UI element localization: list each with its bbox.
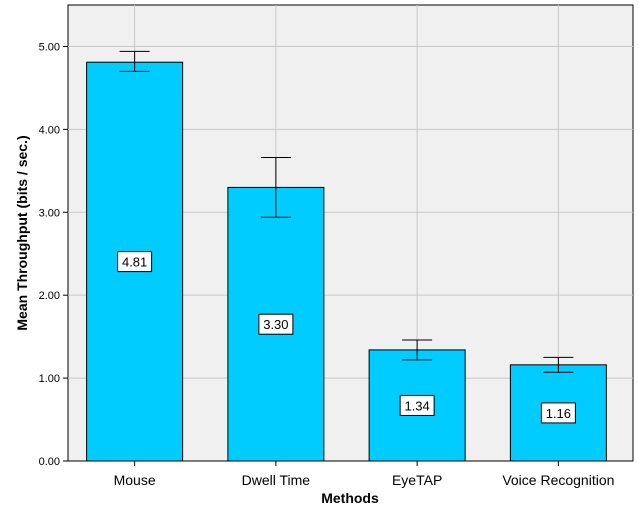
x-axis-title: Methods bbox=[321, 490, 379, 506]
x-tick-label: Mouse bbox=[114, 472, 156, 488]
y-tick-label: 1.00 bbox=[39, 373, 60, 385]
data-label: 4.81 bbox=[122, 255, 147, 270]
data-label: 3.30 bbox=[263, 317, 288, 332]
data-label-box bbox=[540, 402, 576, 424]
x-tick-label: Voice Recognition bbox=[502, 472, 614, 488]
y-tick-label: 4.00 bbox=[39, 124, 60, 136]
y-tick-label: 0.00 bbox=[39, 456, 60, 468]
x-tick-label: EyeTAP bbox=[392, 472, 442, 488]
y-axis-ticks: 0.00 1.00 2.00 3.00 4.00 5.00 bbox=[39, 41, 68, 468]
data-label-box bbox=[117, 251, 153, 273]
data-label-box bbox=[258, 313, 294, 335]
x-tick-label: Dwell Time bbox=[242, 472, 311, 488]
x-axis-categories: Mouse Dwell Time EyeTAP Voice Recognition bbox=[114, 461, 614, 488]
data-label: 1.34 bbox=[404, 398, 429, 413]
y-tick-label: 2.00 bbox=[39, 290, 60, 302]
bars: 4.81 3.30 1.34 1.16 bbox=[86, 50, 607, 462]
data-label-box bbox=[399, 394, 435, 416]
y-tick-label: 5.00 bbox=[39, 41, 60, 53]
y-axis-title: Mean Throughput (bits / sec.) bbox=[14, 135, 30, 330]
y-tick-label: 3.00 bbox=[39, 207, 60, 219]
data-label: 1.16 bbox=[546, 406, 571, 421]
